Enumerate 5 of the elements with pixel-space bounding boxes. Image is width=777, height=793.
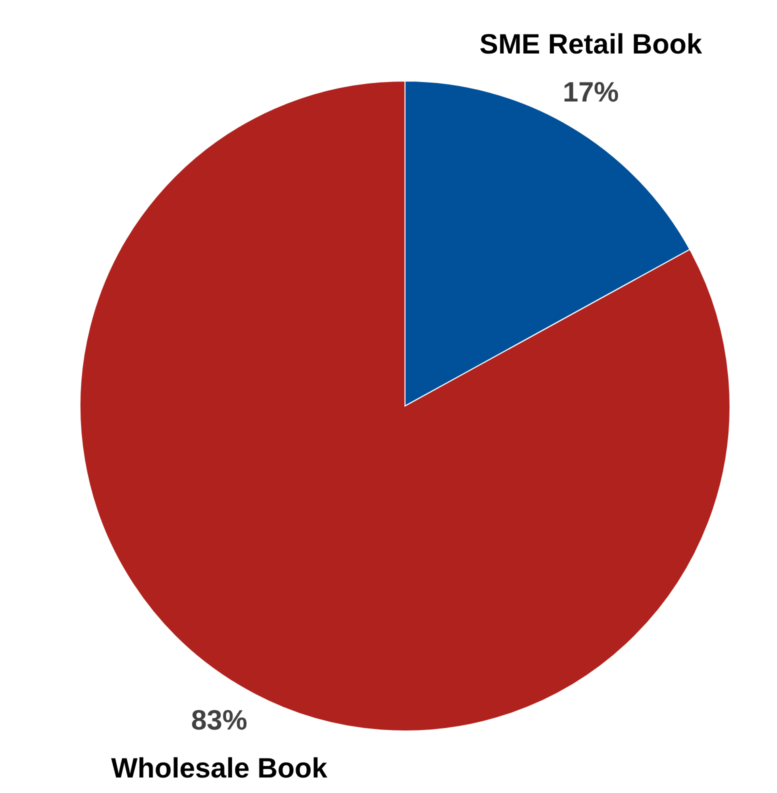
pie-slice [80,80,730,732]
slice-label: Wholesale Book [111,752,328,784]
data-label: 17% [562,76,619,108]
data-label: 83% [191,704,248,736]
slice-label: SME Retail Book [480,28,702,60]
